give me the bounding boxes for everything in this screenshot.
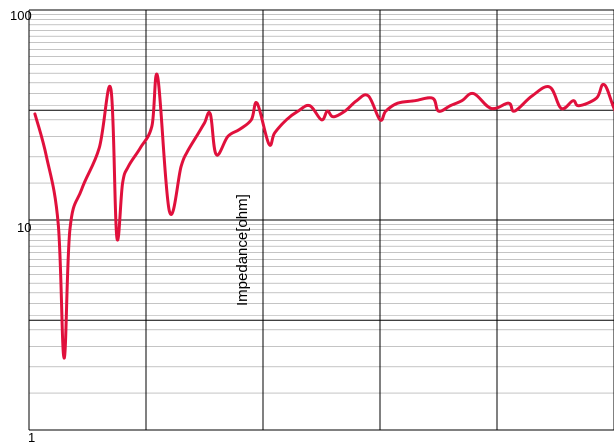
series-group [33,72,614,360]
minor-gridlines [29,14,614,394]
axis-labels: 100 10 1 Impedance[ohm] [10,8,251,445]
y-axis-label: Impedance[ohm] [234,194,251,306]
series-line-0 [33,72,614,360]
y-tick-label-1: 1 [28,430,35,445]
y-tick-label-100: 100 [10,8,32,23]
y-tick-label-10: 10 [17,220,31,235]
